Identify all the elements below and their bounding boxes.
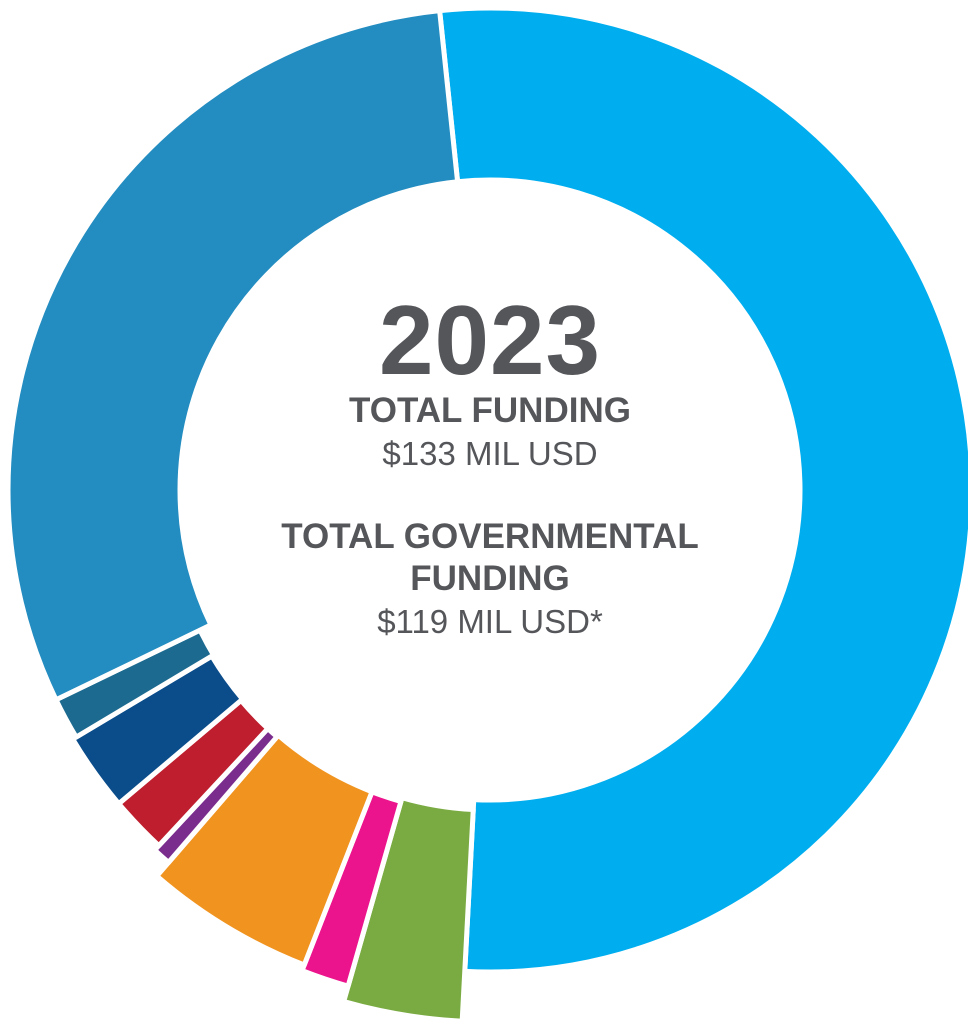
donut-slice-4 [154, 732, 375, 968]
chart-center-text: 2023 TOTAL FUNDING $133 MIL USD TOTAL GO… [250, 290, 730, 644]
governmental-funding-value: $119 MIL USD* [377, 603, 603, 640]
donut-slice-9 [5, 8, 461, 703]
donut-slice-1 [437, 5, 968, 975]
chart-year: 2023 [378, 285, 601, 395]
donut-slice-2 [341, 795, 476, 1023]
governmental-funding-label-line2: FUNDING [410, 559, 570, 598]
total-funding-label: TOTAL FUNDING [349, 391, 631, 430]
total-funding-value: $133 MIL USD [382, 435, 598, 472]
governmental-funding-label-line1: TOTAL GOVERNMENTAL [281, 517, 699, 556]
